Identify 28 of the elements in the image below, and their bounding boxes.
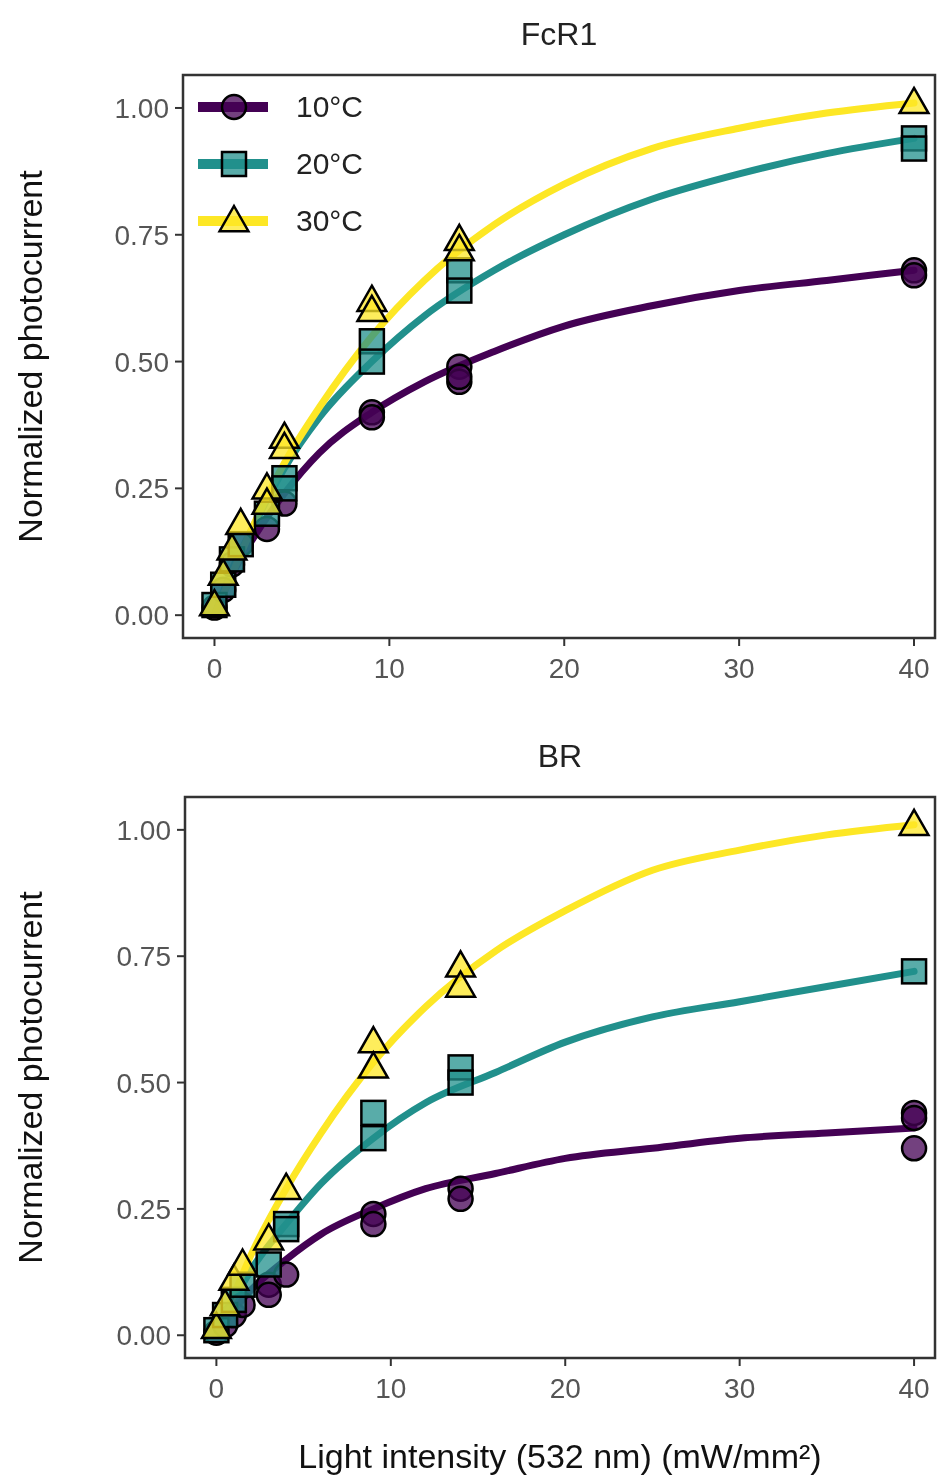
x-tick-label: 30 (724, 1373, 756, 1404)
x-tick-label: 10 (375, 1373, 407, 1404)
x-tick-label: 20 (549, 1373, 581, 1404)
chart-title: BR (537, 738, 583, 774)
chart-title: FcR1 (520, 16, 598, 52)
x-tick-label: 40 (898, 1373, 930, 1404)
y-tick-label: 0.50 (116, 1067, 171, 1099)
y-tick-label: 1.00 (114, 92, 169, 124)
y-axis-title: Normalized photocurrent (11, 169, 49, 543)
y-tick-label: 0.75 (114, 219, 169, 251)
x-tick-label: 40 (898, 653, 930, 684)
y-tick-label: 0.00 (114, 600, 169, 632)
y-tick-label: 0.25 (116, 1193, 171, 1225)
y-tick-label: 0.75 (116, 941, 171, 973)
legend-label: 10°C (296, 90, 364, 123)
x-tick-label: 10 (373, 653, 405, 684)
y-tick-label: 0.00 (116, 1320, 171, 1352)
x-axis-title: Light intensity (532 nm) (mW/mm²) (298, 1437, 822, 1475)
y-tick-label: 0.25 (114, 473, 169, 505)
y-tick-label: 1.00 (116, 814, 171, 846)
legend-label: 30°C (296, 204, 364, 237)
legend-label: 20°C (296, 147, 364, 180)
y-axis-title: Normalized photocurrent (11, 890, 49, 1264)
x-tick-label: 20 (548, 653, 580, 684)
x-tick-label: 30 (723, 653, 755, 684)
x-tick-label: 0 (208, 1373, 225, 1404)
x-tick-label: 0 (206, 653, 223, 684)
y-tick-label: 0.50 (114, 346, 169, 378)
